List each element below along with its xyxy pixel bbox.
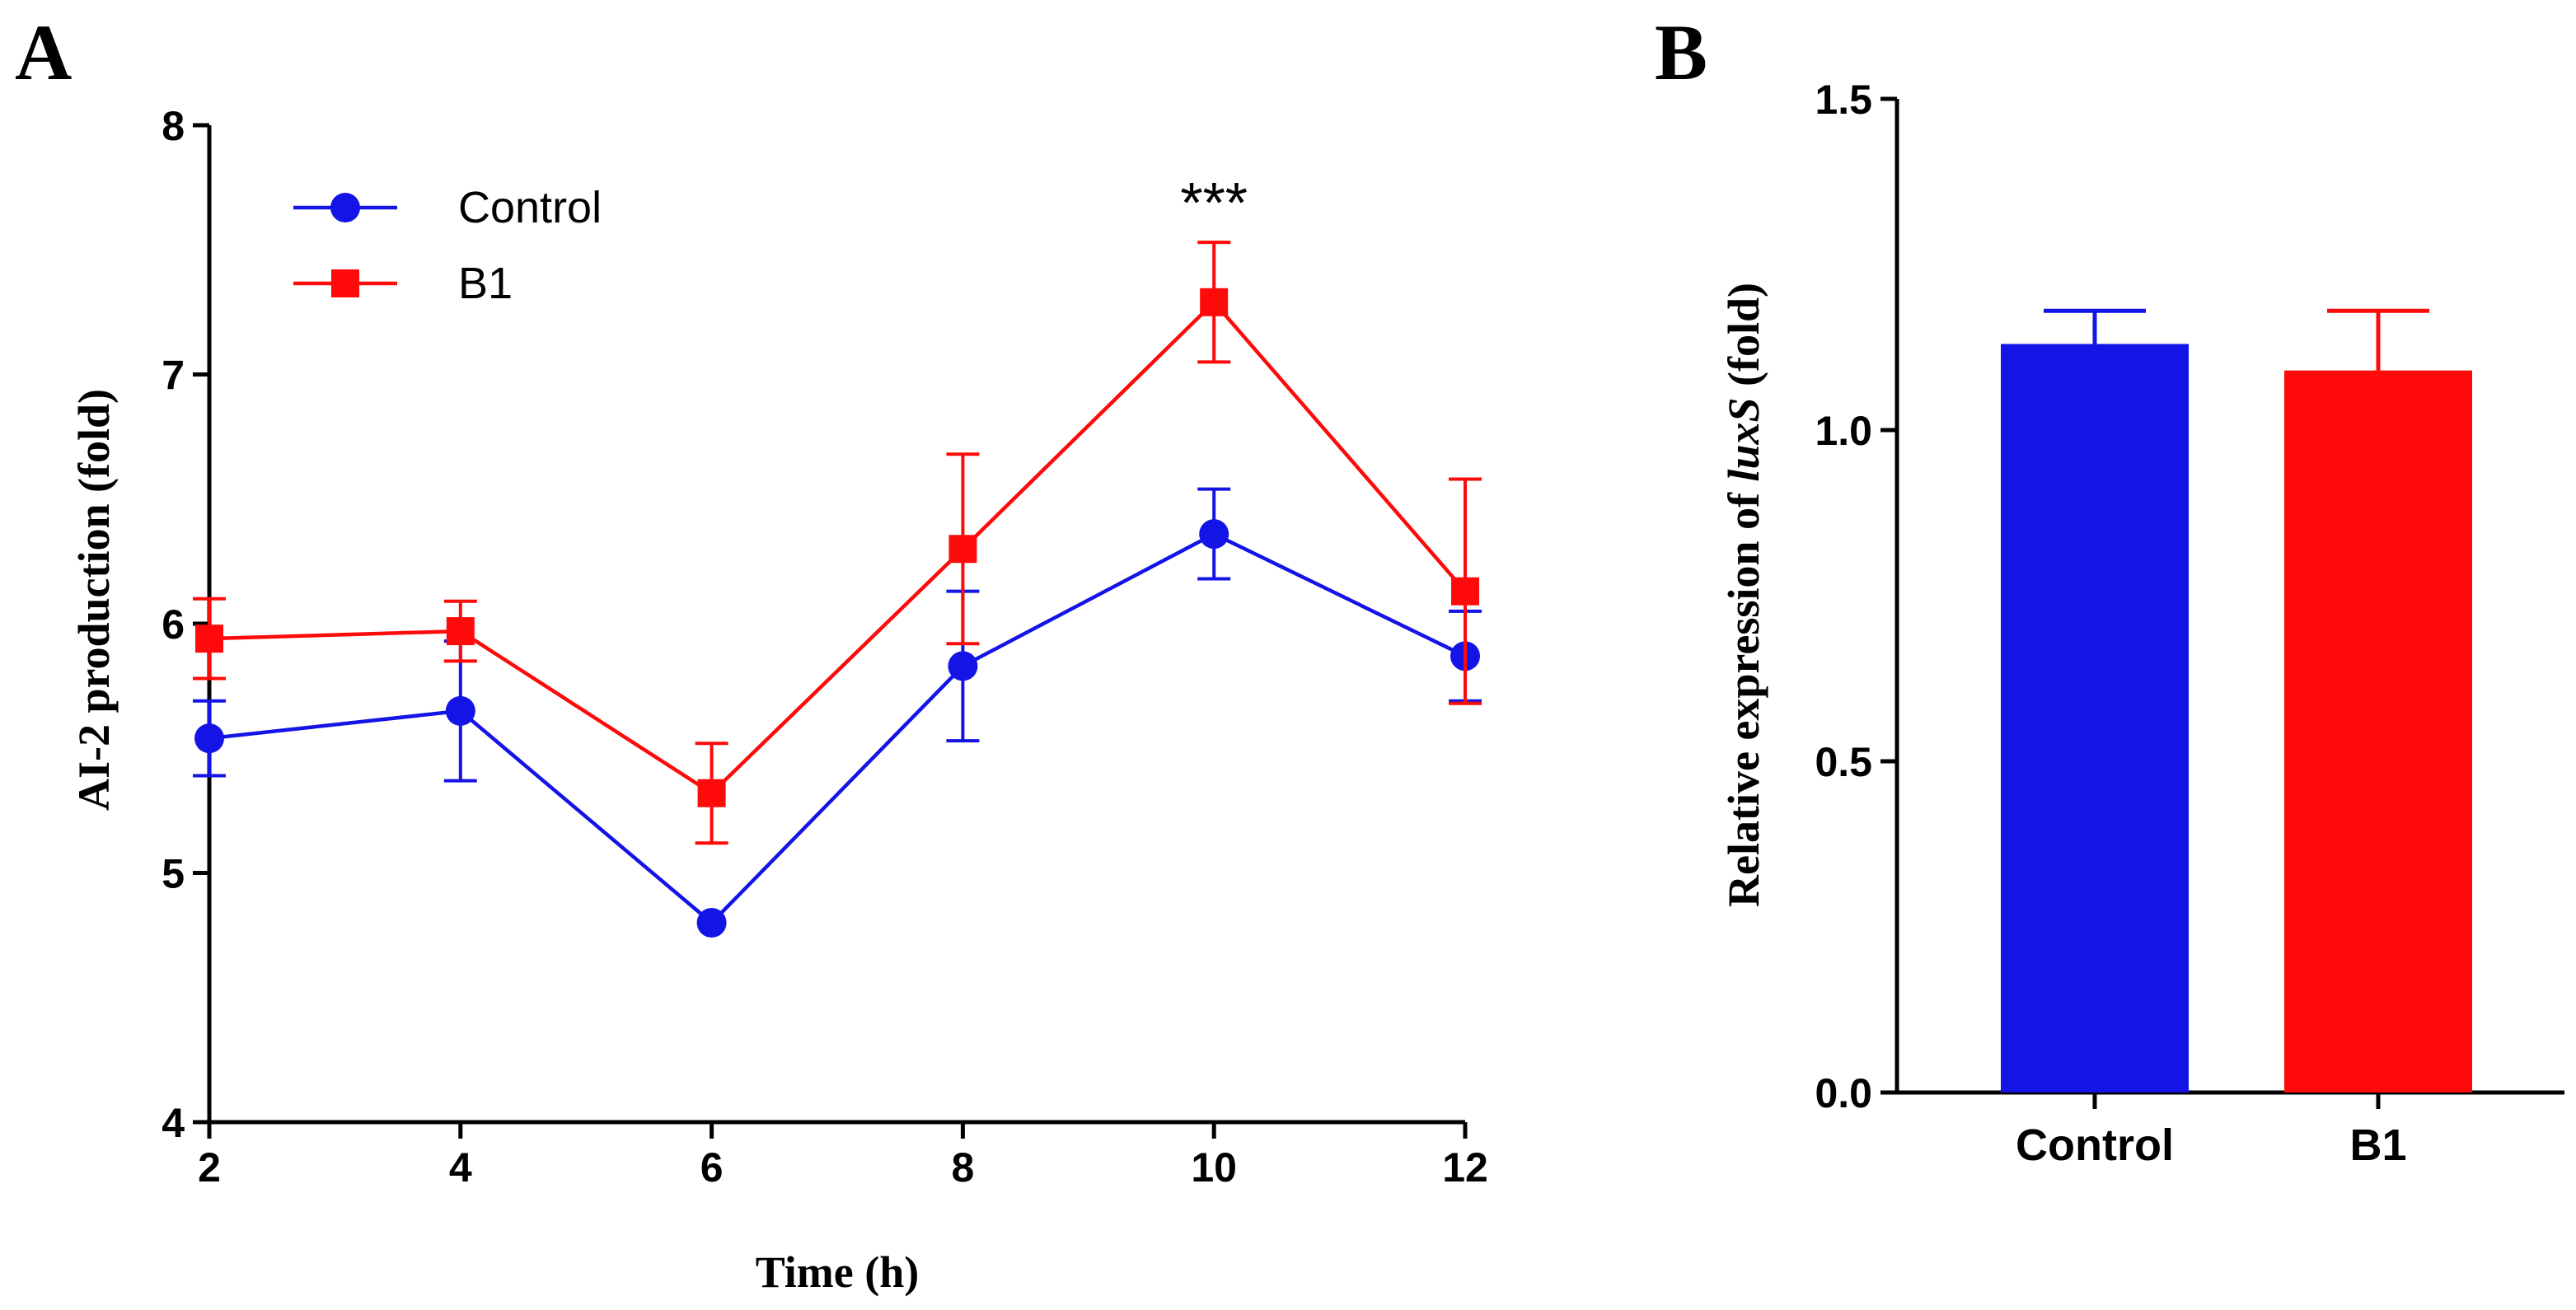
x-tick-label: 6 xyxy=(700,1144,724,1191)
x-tick-label: 10 xyxy=(1191,1144,1237,1191)
panel-b-bars xyxy=(2001,308,2472,1093)
data-point-b1 xyxy=(1451,577,1479,606)
x-tick-label: 4 xyxy=(449,1144,472,1191)
y-tick-label: 0.0 xyxy=(1815,1070,1872,1116)
y-tick-label: 4 xyxy=(162,1100,185,1146)
series-line-control xyxy=(208,531,1466,926)
bar-b1 xyxy=(2284,370,2472,1092)
series-control xyxy=(193,487,1482,938)
legend-label-control: Control xyxy=(458,183,602,232)
significance-annotation: *** xyxy=(1180,171,1248,235)
data-point-control xyxy=(696,908,727,938)
panel-a-x-axis-title: Time (h) xyxy=(756,1247,920,1297)
bar-group-b1 xyxy=(2284,308,2472,1092)
data-point-b1 xyxy=(446,617,475,646)
data-point-control xyxy=(948,651,978,681)
series-line-b1 xyxy=(208,299,1467,796)
legend-label-b1: B1 xyxy=(458,259,513,308)
y-tick-label: 8 xyxy=(162,103,185,149)
panel-b-label: B xyxy=(1655,8,1707,96)
y-tick-label: 6 xyxy=(162,601,185,648)
legend-marker-b1 xyxy=(331,269,359,297)
panel-b-y-axis-title: Relative expression of luxS (fold) xyxy=(1719,283,1768,907)
y-tick-label: 1.5 xyxy=(1815,77,1872,123)
x-tick-label: 8 xyxy=(951,1144,974,1191)
bar-control xyxy=(2001,344,2189,1093)
x-tick-label: 2 xyxy=(198,1144,221,1191)
panel-a-legend: Control B1 xyxy=(293,183,602,308)
panel-b-chart: B 0.0 0.5 1.0 1.5 Control B1 Relative express… xyxy=(1655,8,2564,1170)
data-point-b1 xyxy=(697,779,726,807)
y-tick-label: 1.0 xyxy=(1815,408,1872,454)
data-point-control xyxy=(194,723,224,754)
bar-group-control xyxy=(2001,308,2189,1093)
y-axis-title-prefix: Relative expression of xyxy=(1719,482,1768,907)
panel-a-series xyxy=(193,241,1482,938)
data-point-control xyxy=(445,695,475,726)
x-category-label: B1 xyxy=(2349,1121,2406,1170)
panel-a-y-axis-title: AI-2 production (fold) xyxy=(69,389,119,811)
data-point-b1 xyxy=(195,625,223,653)
panel-b-axes: 0.0 0.5 1.0 1.5 Control B1 xyxy=(1815,77,2564,1170)
y-tick-label: 5 xyxy=(162,851,185,897)
panel-a-label: A xyxy=(15,8,72,96)
y-tick-label: 7 xyxy=(162,353,185,399)
series-b1 xyxy=(193,241,1482,845)
x-tick-label: 12 xyxy=(1442,1144,1488,1191)
legend-marker-control xyxy=(330,193,360,222)
data-point-b1 xyxy=(1200,288,1229,316)
y-axis-title-suffix: (fold) xyxy=(1719,283,1768,397)
y-tick-label: 0.5 xyxy=(1815,739,1872,785)
data-point-b1 xyxy=(948,535,977,564)
x-category-label: Control xyxy=(2016,1121,2174,1170)
data-point-control xyxy=(1199,519,1229,550)
y-axis-title-gene: luxS xyxy=(1719,397,1768,481)
